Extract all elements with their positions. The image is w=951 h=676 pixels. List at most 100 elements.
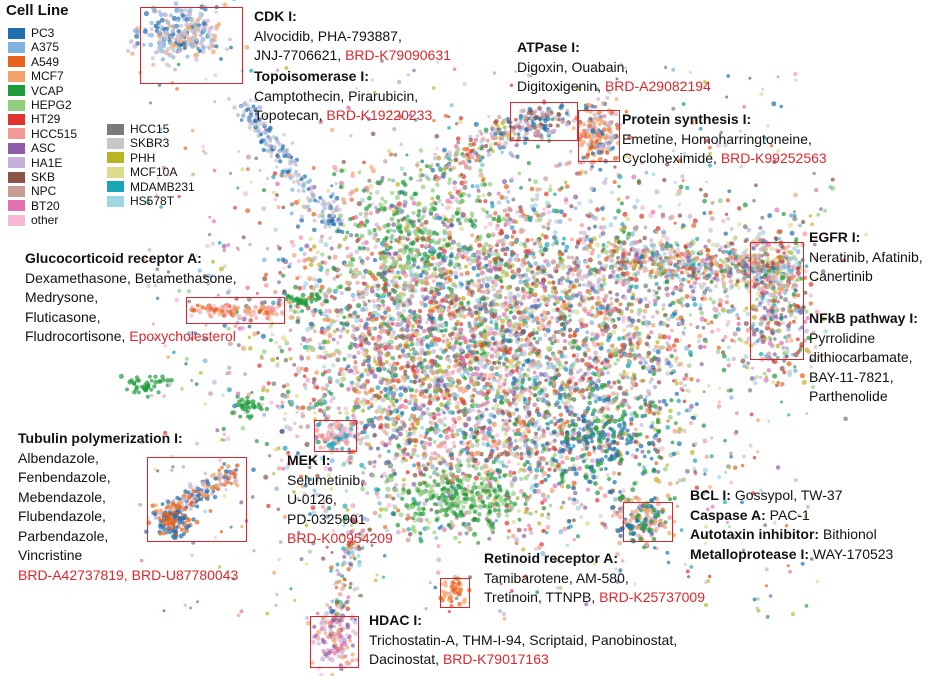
data-point [347, 353, 352, 359]
data-point [330, 127, 335, 132]
data-point [621, 315, 627, 321]
data-point [497, 315, 503, 320]
data-point [609, 343, 615, 349]
data-point [547, 324, 552, 329]
data-point [436, 444, 441, 449]
data-point [504, 464, 509, 469]
data-point [523, 244, 528, 249]
data-point [483, 199, 488, 204]
data-point [551, 365, 557, 370]
data-point [521, 533, 527, 539]
data-point [379, 416, 384, 421]
data-point [616, 316, 621, 321]
data-point [566, 264, 571, 269]
data-point [513, 422, 518, 427]
data-point [282, 417, 287, 422]
data-point [690, 250, 696, 256]
data-point [507, 402, 513, 407]
data-point [571, 361, 576, 366]
data-point [650, 322, 656, 328]
data-point [356, 390, 362, 395]
data-point [434, 133, 440, 139]
data-point [459, 272, 464, 277]
data-point [692, 302, 698, 307]
data-point [470, 329, 475, 334]
data-point [392, 229, 397, 233]
data-point [732, 331, 738, 337]
data-point [583, 372, 587, 376]
data-point [458, 452, 463, 457]
data-point [558, 310, 564, 316]
data-point [425, 375, 430, 380]
data-point [482, 334, 488, 340]
data-point [640, 449, 645, 454]
data-point [332, 164, 338, 170]
data-point [604, 294, 609, 299]
data-point [532, 292, 538, 298]
data-point [699, 362, 704, 367]
data-point [549, 419, 554, 425]
data-point [470, 184, 475, 189]
data-point [643, 360, 648, 365]
data-point [438, 355, 443, 361]
data-point [596, 295, 601, 301]
data-point [329, 399, 334, 404]
data-point [412, 463, 417, 468]
data-point [338, 185, 343, 189]
data-point [519, 302, 524, 306]
data-point [297, 286, 303, 291]
data-point [563, 180, 568, 185]
data-point [461, 389, 466, 394]
data-point [711, 300, 717, 305]
data-point [396, 378, 401, 384]
data-point [606, 380, 612, 385]
point-cloud [118, 0, 868, 676]
data-point [401, 477, 406, 482]
data-point [537, 270, 542, 275]
data-point [284, 424, 290, 430]
data-point [463, 264, 469, 269]
data-point [578, 274, 584, 280]
data-point [475, 298, 481, 303]
data-point [346, 286, 352, 292]
data-point [379, 321, 385, 327]
data-point [431, 371, 436, 376]
data-point [375, 293, 380, 298]
data-point [457, 387, 463, 393]
data-point [565, 275, 571, 281]
data-point [438, 281, 443, 287]
data-point [487, 373, 493, 379]
data-point [756, 418, 760, 423]
data-point [518, 228, 524, 235]
data-point [357, 170, 362, 175]
data-point [453, 326, 458, 331]
data-point [448, 278, 453, 283]
data-point [416, 265, 421, 270]
data-point [464, 255, 469, 260]
data-point [664, 236, 670, 242]
data-point [600, 331, 606, 337]
data-point [442, 423, 447, 428]
data-point [475, 350, 480, 355]
data-point [576, 416, 581, 422]
data-point [480, 178, 486, 183]
data-point [679, 528, 684, 532]
data-point [593, 350, 599, 356]
data-point [352, 365, 358, 370]
data-point [430, 196, 435, 201]
data-point [606, 348, 611, 354]
data-point [292, 489, 296, 494]
data-point [519, 393, 525, 399]
data-point [605, 359, 610, 364]
data-point [608, 222, 614, 228]
data-point [332, 172, 337, 177]
data-point [261, 188, 267, 193]
data-point [658, 204, 663, 209]
data-point [329, 246, 334, 251]
data-point [568, 370, 574, 376]
data-point [358, 343, 363, 348]
data-point [515, 305, 521, 311]
data-point [590, 313, 594, 318]
data-point [590, 305, 595, 310]
data-point [721, 353, 727, 359]
